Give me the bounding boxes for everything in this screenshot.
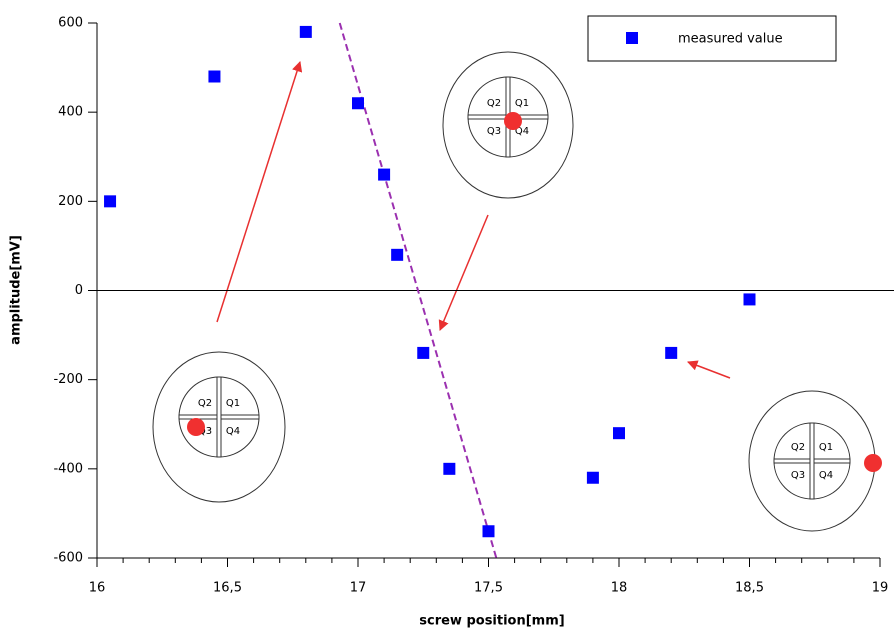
point xyxy=(743,293,756,306)
arrow xyxy=(687,360,731,379)
v-bar xyxy=(809,422,815,500)
quadrant-label: Q1 xyxy=(515,98,529,109)
spot xyxy=(504,112,522,130)
x-tick-label: 16,5 xyxy=(213,581,242,596)
quadrant-label: Q2 xyxy=(791,442,805,453)
x-tick-label: 17 xyxy=(350,581,367,596)
point xyxy=(391,248,404,261)
point xyxy=(104,195,117,208)
point xyxy=(482,525,495,538)
spot xyxy=(187,418,205,436)
y-tick-label: 400 xyxy=(58,105,83,120)
point xyxy=(299,25,312,38)
y-tick-label: -200 xyxy=(53,372,83,387)
arrow xyxy=(216,60,303,323)
quadrant-diagram: Q2 Q1 Q3 Q4 xyxy=(442,51,574,199)
x-tick-label: 18,5 xyxy=(735,581,764,596)
v-bar xyxy=(216,376,222,458)
quadrant-label: Q4 xyxy=(819,470,833,481)
x-tick-label: 17,5 xyxy=(474,581,503,596)
quadrant-label: Q2 xyxy=(198,398,212,409)
arrow xyxy=(438,214,489,331)
y-tick-label: 200 xyxy=(58,194,83,209)
quadrant-label: Q1 xyxy=(819,442,833,453)
point xyxy=(378,168,391,181)
point xyxy=(586,471,599,484)
y-axis-title: amplitude[mV] xyxy=(9,235,24,345)
y-tick-label: -600 xyxy=(53,551,83,566)
legend-marker xyxy=(626,32,638,44)
point xyxy=(613,427,625,440)
quadrant-label: Q4 xyxy=(226,426,240,437)
quadrant-label: Q1 xyxy=(226,398,240,409)
quadrant-label: Q3 xyxy=(198,426,212,437)
x-axis-title: screw position[mm] xyxy=(419,614,564,629)
legend-label: measured value xyxy=(678,32,783,47)
x-tick-label: 16 xyxy=(89,581,106,596)
quadrant-label: Q3 xyxy=(791,470,805,481)
point xyxy=(443,462,456,475)
point xyxy=(352,97,364,110)
point xyxy=(417,346,430,359)
point xyxy=(665,346,678,359)
point xyxy=(208,70,221,83)
quadrant-diagram: Q2 Q1 Q3 Q4 xyxy=(748,390,882,532)
fit-line xyxy=(338,22,498,559)
x-tick-label: 18 xyxy=(611,581,628,596)
y-tick-label: 600 xyxy=(58,16,83,31)
quadrant-diagram: Q2 Q1 Q3 Q4 xyxy=(152,351,286,503)
quadrant-label: Q4 xyxy=(515,126,529,137)
y-tick-label: 0 xyxy=(75,283,83,298)
spot xyxy=(864,454,882,472)
y-tick-label: -400 xyxy=(53,461,83,476)
quadrant-label: Q3 xyxy=(487,126,501,137)
quadrant-label: Q2 xyxy=(487,98,501,109)
x-tick-label: 19 xyxy=(872,581,889,596)
